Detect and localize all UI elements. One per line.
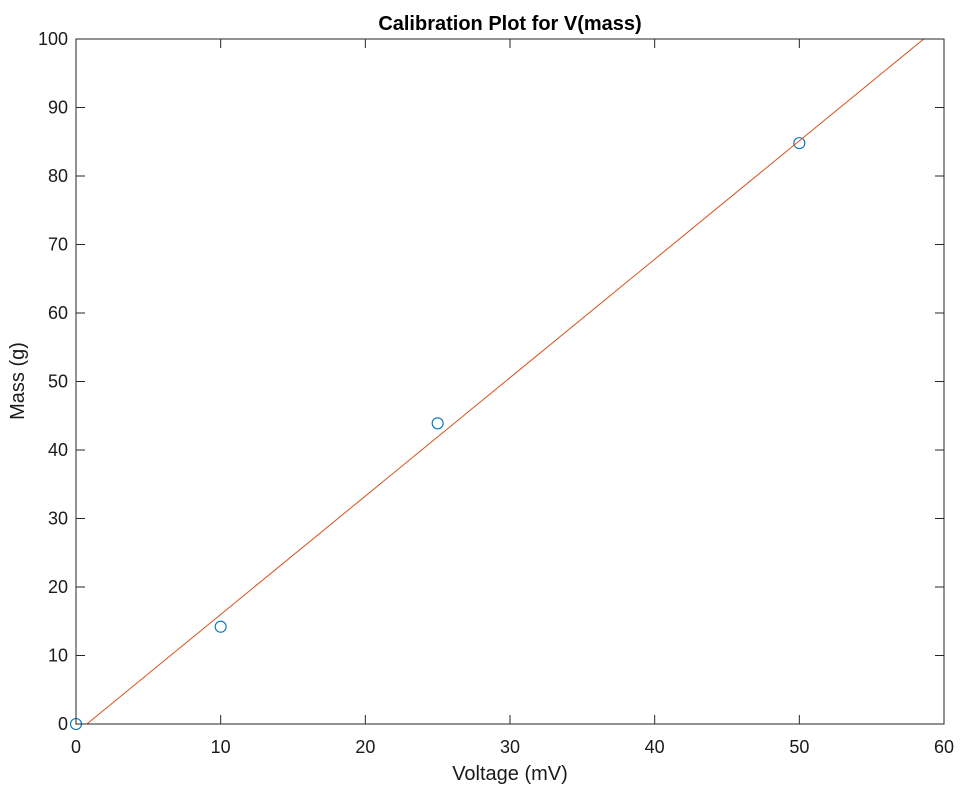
x-tick-label-2: 20 xyxy=(355,737,375,757)
y-tick-label-5: 50 xyxy=(48,372,68,392)
y-tick-label-3: 30 xyxy=(48,509,68,529)
chart-title: Calibration Plot for V(mass) xyxy=(378,13,641,35)
y-tick-label-2: 20 xyxy=(48,577,68,597)
data-point-2 xyxy=(431,417,444,430)
y-tick-label-8: 80 xyxy=(48,166,68,186)
x-tick-label-5: 50 xyxy=(789,737,809,757)
y-axis-label: Mass (g) xyxy=(7,342,29,420)
series-layer xyxy=(69,39,925,731)
data-point-3 xyxy=(793,137,806,150)
y-tick-label-4: 40 xyxy=(48,440,68,460)
y-tick-label-0: 0 xyxy=(58,714,68,734)
y-tick-label-1: 10 xyxy=(48,646,68,666)
x-tick-label-0: 0 xyxy=(71,737,81,757)
data-point-1 xyxy=(214,620,227,633)
x-tick-label-1: 10 xyxy=(211,737,231,757)
y-tick-label-9: 90 xyxy=(48,98,68,118)
x-tick-label-6: 60 xyxy=(934,737,954,757)
x-tick-label-4: 40 xyxy=(645,737,665,757)
plot-area xyxy=(76,39,944,724)
axes-layer: 0 10 20 30 40 50 60 0 10 20 30 40 50 60 70 80 90 100 xyxy=(38,29,954,757)
fit-line xyxy=(86,39,925,724)
y-tick-label-6: 60 xyxy=(48,303,68,323)
y-tick-label-10: 100 xyxy=(38,29,68,49)
x-tick-label-3: 30 xyxy=(500,737,520,757)
y-tick-label-7: 70 xyxy=(48,235,68,255)
x-axis-label: Voltage (mV) xyxy=(452,763,568,785)
